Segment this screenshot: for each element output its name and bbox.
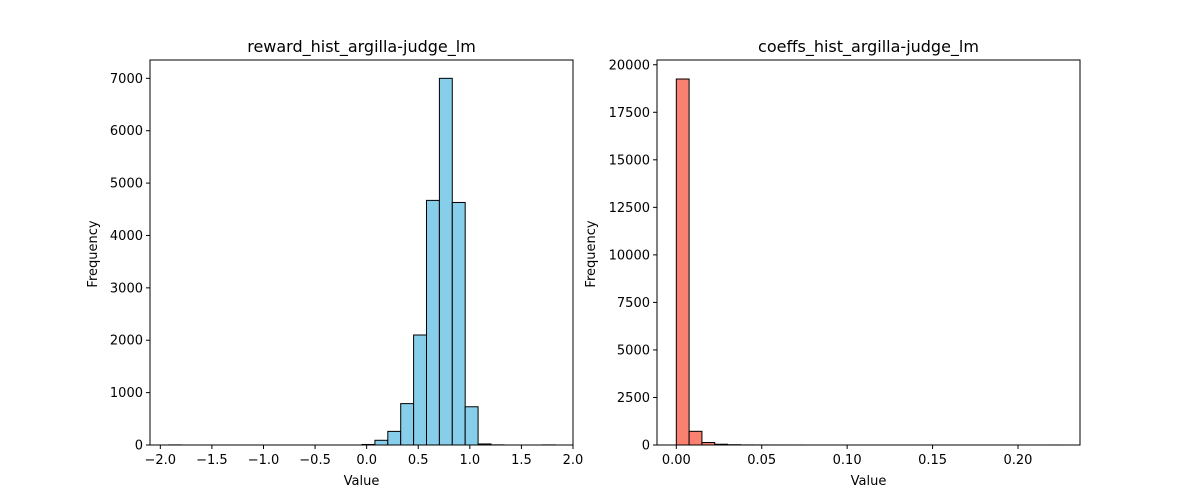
reward-x-tick-label: −0.5 (299, 453, 331, 468)
coeffs-axes-frame (657, 60, 1080, 445)
reward-x-tick-label: 1.0 (459, 453, 480, 468)
coeffs-x-tick-label: 0.15 (918, 453, 947, 468)
coeffs-y-tick-label: 17500 (609, 106, 650, 121)
coeffs-x-tick-label: 0.05 (747, 453, 776, 468)
reward-x-tick-label: 2.0 (563, 453, 584, 468)
coeffs-y-tick-label: 10000 (609, 248, 650, 263)
reward-histogram-bar (375, 440, 388, 445)
reward-x-axis-label: Value (344, 474, 380, 489)
coeffs-x-tick-label: 0.20 (1004, 453, 1033, 468)
coeffs-histogram-bar (676, 79, 689, 445)
reward-histogram-bar (414, 335, 427, 445)
reward-y-tick-label: 6000 (110, 124, 143, 139)
coeffs-y-tick-label: 20000 (609, 58, 650, 73)
reward-y-tick-label: 0 (135, 439, 143, 454)
coeffs-y-axis-label: Frequency (584, 220, 599, 287)
reward-y-tick-label: 1000 (110, 386, 143, 401)
coeffs-histogram-panel: coeffs_hist_argilla-judge_lm Value Frequ… (584, 37, 1080, 489)
coeffs-y-tick-label: 7500 (617, 296, 650, 311)
coeffs-y-tick-label: 2500 (617, 391, 650, 406)
reward-x-tick-label: −2.0 (145, 453, 177, 468)
reward-y-tick-label: 5000 (110, 177, 143, 192)
reward-x-tick-label: 1.5 (511, 453, 532, 468)
coeffs-histogram-bar (689, 431, 702, 445)
reward-histogram-bar (439, 78, 452, 445)
reward-x-tick-label: 0.0 (356, 453, 377, 468)
reward-x-tick-label: 0.5 (408, 453, 429, 468)
reward-x-tick-label: −1.5 (196, 453, 228, 468)
reward-histogram-bar (452, 202, 465, 445)
coeffs-x-tick-label: 0.10 (833, 453, 862, 468)
coeffs-y-tick-label: 12500 (609, 201, 650, 216)
coeffs-y-tick-label: 0 (642, 439, 650, 454)
reward-histogram-bar (388, 431, 401, 445)
reward-y-tick-label: 4000 (110, 229, 143, 244)
reward-y-tick-label: 2000 (110, 334, 143, 349)
coeffs-y-tick-label: 15000 (609, 153, 650, 168)
reward-axes-frame (150, 60, 573, 445)
reward-y-tick-label: 3000 (110, 281, 143, 296)
reward-x-tick-label: −1.0 (248, 453, 280, 468)
reward-y-tick-label: 7000 (110, 72, 143, 87)
reward-histogram-bar (465, 407, 478, 445)
reward-y-axis-label: Frequency (86, 220, 101, 287)
reward-histogram-panel: reward_hist_argilla-judge_lm Value Frequ… (86, 37, 583, 489)
coeffs-x-axis-label: Value (851, 474, 887, 489)
coeffs-y-tick-label: 5000 (617, 343, 650, 358)
coeffs-chart-title: coeffs_hist_argilla-judge_lm (758, 37, 979, 57)
reward-histogram-bar (426, 200, 439, 445)
coeffs-x-tick-label: 0.00 (662, 453, 691, 468)
reward-histogram-bar (401, 404, 414, 445)
reward-chart-title: reward_hist_argilla-judge_lm (247, 37, 476, 57)
